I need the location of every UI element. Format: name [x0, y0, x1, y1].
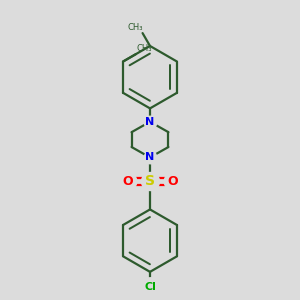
- Text: N: N: [146, 152, 154, 162]
- Text: S: S: [145, 174, 155, 188]
- Text: CH₃: CH₃: [137, 44, 152, 53]
- Text: O: O: [167, 175, 178, 188]
- Text: Cl: Cl: [144, 282, 156, 292]
- Text: CH₃: CH₃: [127, 22, 142, 32]
- Text: O: O: [122, 175, 133, 188]
- Text: N: N: [146, 117, 154, 127]
